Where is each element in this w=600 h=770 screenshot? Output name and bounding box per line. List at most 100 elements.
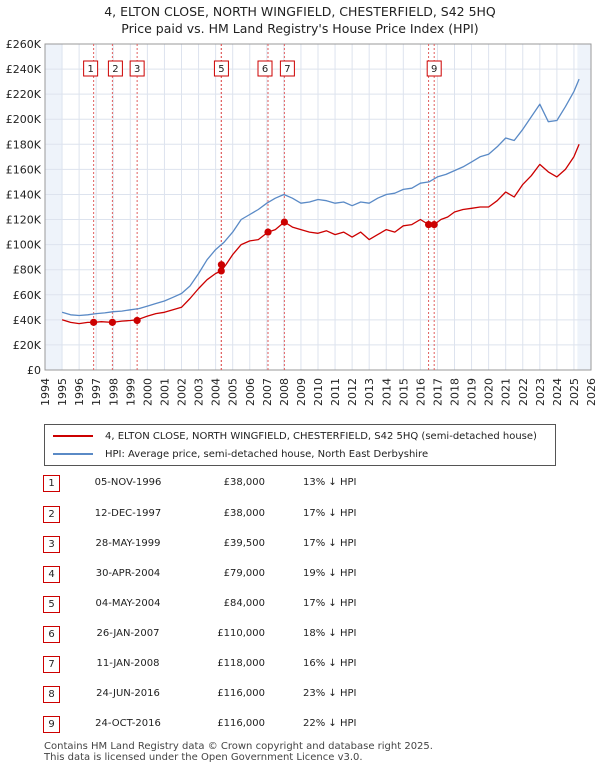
x-tick-label: 2009: [295, 378, 308, 406]
legend-item-property: 4, ELTON CLOSE, NORTH WINGFIELD, CHESTER…: [53, 427, 537, 445]
x-tick-label: 2017: [431, 378, 444, 406]
sale-number-badge: 5: [43, 596, 60, 613]
sale-hpi-diff: 18% ↓ HPI: [303, 628, 357, 639]
y-tick-label: £60K: [13, 289, 42, 302]
sale-point: [217, 261, 226, 269]
sale-price: £39,500: [223, 538, 265, 549]
title-line-2: Price paid vs. HM Land Registry's House …: [121, 21, 479, 36]
x-tick-label: 2018: [449, 378, 462, 406]
sale-point: [280, 218, 288, 226]
y-tick-label: £140K: [6, 188, 42, 201]
hpi-line: [61, 78, 580, 317]
sale-row: 7 11-JAN-2008 £118,000 16% ↓ HPI: [43, 654, 443, 674]
sale-date: 30-APR-2004: [95, 568, 161, 579]
sale-row: 2 12-DEC-1997 £38,000 17% ↓ HPI: [43, 504, 443, 524]
legend-swatch-property: [53, 435, 93, 437]
footer: Contains HM Land Registry data © Crown c…: [44, 741, 433, 763]
sale-row: 3 28-MAY-1999 £39,500 17% ↓ HPI: [43, 534, 443, 554]
sale-price: £116,000: [217, 718, 265, 729]
sale-hpi-diff: 17% ↓ HPI: [303, 598, 357, 609]
sale-row: 1 05-NOV-1996 £38,000 13% ↓ HPI: [43, 473, 443, 493]
sale-point: [133, 316, 141, 325]
y-tick-label: £180K: [6, 138, 42, 151]
sale-date: 12-DEC-1997: [94, 508, 162, 519]
y-tick-label: £220K: [6, 88, 42, 101]
x-tick-label: 1999: [124, 378, 137, 406]
sale-box: [107, 60, 123, 77]
x-tick-label: 1998: [107, 378, 120, 406]
sale-hpi-diff: 17% ↓ HPI: [303, 538, 357, 549]
sale-price: £79,000: [223, 568, 265, 579]
sale-box: [279, 60, 295, 77]
legend-item-hpi: HPI: Average price, semi-detached house,…: [53, 445, 428, 463]
x-tick-label: 2014: [380, 378, 393, 406]
y-tick-label: £20K: [13, 339, 42, 352]
sale-box: [257, 60, 273, 77]
x-tick-label: 1997: [90, 378, 103, 406]
legend-swatch-hpi: [53, 453, 93, 455]
sale-hpi-diff: 22% ↓ HPI: [303, 718, 357, 729]
sale-point: [424, 220, 433, 229]
sale-number-badge: 3: [43, 536, 60, 553]
x-tick-label: 2024: [551, 378, 564, 406]
sale-point: [90, 318, 98, 326]
footer-copyright: Contains HM Land Registry data © Crown c…: [44, 741, 433, 752]
sale-price: £84,000: [223, 598, 265, 609]
sale-row: 4 30-APR-2004 £79,000 19% ↓ HPI: [43, 564, 443, 584]
legend: 4, ELTON CLOSE, NORTH WINGFIELD, CHESTER…: [44, 424, 556, 466]
sale-point: [108, 318, 116, 326]
x-tick-label: 2007: [261, 378, 274, 406]
sale-box-label: 7: [284, 64, 290, 75]
x-tick-label: 1994: [39, 378, 52, 406]
x-tick-label: 2019: [466, 378, 479, 406]
sale-price: £110,000: [217, 628, 265, 639]
y-tick-label: £80K: [13, 264, 42, 277]
sale-date: 11-JAN-2008: [96, 658, 160, 669]
sale-price: £38,000: [223, 508, 265, 519]
x-tick-label: 1995: [56, 378, 69, 406]
sale-price: £38,000: [223, 477, 265, 488]
x-tick-label: 2016: [414, 378, 427, 406]
x-tick-label: 2008: [278, 378, 291, 406]
y-tick-label: £160K: [6, 163, 42, 176]
sale-row: 9 24-OCT-2016 £116,000 22% ↓ HPI: [43, 714, 443, 734]
sale-box-label: 3: [134, 64, 140, 75]
sale-hpi-diff: 23% ↓ HPI: [303, 688, 357, 699]
x-tick-label: 2023: [534, 378, 547, 406]
x-tick-label: 2022: [517, 378, 530, 406]
sale-box: [129, 60, 145, 77]
x-tick-label: 2010: [312, 378, 325, 406]
sale-box: [213, 60, 229, 77]
sale-date: 05-NOV-1996: [94, 477, 162, 488]
sale-row: 5 04-MAY-2004 £84,000 17% ↓ HPI: [43, 594, 443, 614]
sale-number-badge: 2: [43, 506, 60, 523]
y-tick-label: £260K: [6, 38, 42, 51]
sale-box: [83, 60, 99, 77]
sale-number-badge: 6: [43, 626, 60, 643]
property-price-line: [61, 144, 580, 325]
shaded-region: [45, 44, 63, 370]
title-line-1: 4, ELTON CLOSE, NORTH WINGFIELD, CHESTER…: [104, 4, 496, 19]
y-tick-label: £100K: [6, 239, 42, 252]
y-tick-label: £200K: [6, 113, 42, 126]
sale-point: [217, 267, 225, 275]
sale-price: £118,000: [217, 658, 265, 669]
x-tick-label: 1996: [73, 378, 86, 406]
x-tick-label: 2006: [244, 378, 257, 406]
x-tick-label: 2001: [158, 378, 171, 406]
chart-title: 4, ELTON CLOSE, NORTH WINGFIELD, CHESTER…: [0, 3, 600, 37]
x-tick-label: 2011: [329, 378, 342, 406]
sale-date: 04-MAY-2004: [95, 598, 161, 609]
sale-box-label: 5: [218, 64, 224, 75]
footer-licence: This data is licensed under the Open Gov…: [44, 752, 363, 763]
x-tick-label: 2003: [193, 378, 206, 406]
sale-date: 28-MAY-1999: [95, 538, 161, 549]
sale-box: [426, 60, 442, 77]
x-tick-label: 2013: [363, 378, 376, 406]
sale-number-badge: 4: [43, 566, 60, 583]
x-tick-label: 2012: [346, 378, 359, 406]
sale-number-badge: 8: [43, 686, 60, 703]
sale-row: 8 24-JUN-2016 £116,000 23% ↓ HPI: [43, 684, 443, 704]
x-tick-label: 2004: [210, 378, 223, 406]
